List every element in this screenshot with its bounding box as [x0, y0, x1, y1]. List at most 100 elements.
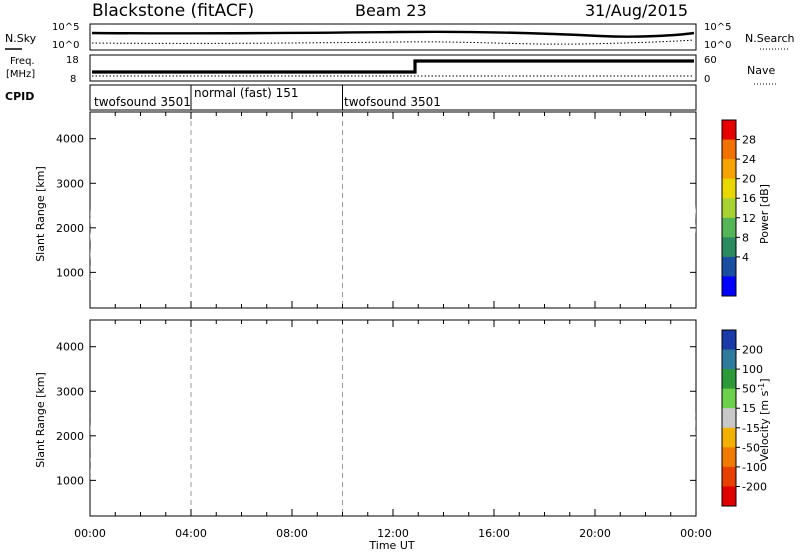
x-tick-label: 00:00 — [74, 527, 106, 540]
power-panel: 1000 2000 3000 4000 Slant Range [km] — [34, 111, 697, 309]
nsearch-trace — [91, 39, 695, 45]
echo-band — [90, 209, 191, 280]
colorbar-swatch — [722, 237, 736, 258]
velocity-colorbar-label-sup: -1 — [757, 383, 766, 391]
freq-unit-label: [MHz] — [6, 69, 35, 80]
nave-tick-low: 0 — [704, 74, 710, 85]
power-colorbar-label: Power [dB] — [758, 184, 771, 244]
colorbar-tick-label: 4 — [742, 251, 749, 264]
y-tick-label: 3000 — [56, 177, 84, 190]
colorbar-tick-label: -200 — [742, 480, 767, 493]
freq-tick-low: 8 — [70, 74, 76, 85]
noise-tick-left-high: 10^5 — [52, 22, 79, 33]
echo-band — [211, 238, 343, 294]
colorbar-swatch — [722, 408, 736, 429]
freq-trace — [92, 59, 694, 74]
y-tick-label: 4000 — [56, 341, 84, 354]
colorbar-swatch — [722, 466, 736, 487]
freq-strip: 18 8 60 0 — [66, 54, 717, 85]
colorbar-swatch — [722, 159, 736, 180]
x-tick-label: 04:00 — [175, 527, 207, 540]
y-tick-label: 2000 — [56, 222, 84, 235]
colorbar-swatch — [722, 178, 736, 199]
nave-label: Nave — [747, 64, 775, 77]
colorbar-tick-label: 200 — [742, 344, 763, 357]
echo-band — [367, 216, 419, 269]
colorbar-swatch — [722, 349, 736, 370]
colorbar-tick-label: 100 — [742, 363, 763, 376]
velocity-panel: 1000 2000 3000 4000 00:00 04:00 08:00 12:00 16:0… — [34, 319, 712, 552]
colorbar-tick-label: -15 — [742, 422, 760, 435]
power-axes: 1000 2000 3000 4000 — [56, 112, 697, 308]
colorbar-swatch — [722, 120, 736, 141]
x-tick-label: 16:00 — [478, 527, 510, 540]
colorbar-frame — [721, 329, 737, 507]
echo-band — [211, 448, 343, 500]
colorbar-tick-label: 16 — [742, 192, 756, 205]
colorbar-swatch — [722, 388, 736, 409]
velocity-colorbar-label-end: ] — [758, 378, 771, 382]
colorbar-swatch — [722, 486, 736, 507]
colorbar-swatch — [722, 139, 736, 160]
colorbar-swatch — [722, 256, 736, 277]
x-axis-label: Time UT — [368, 539, 414, 552]
nsearch-label: N.Search — [745, 32, 795, 45]
velocity-y-axis-label: Slant Range [km] — [34, 372, 47, 468]
power-y-axis-label: Slant Range [km] — [34, 166, 47, 262]
y-tick-label: 1000 — [56, 266, 84, 279]
nave-tick-high: 60 — [704, 55, 717, 66]
plot-title: Blackstone (fitACF) — [92, 1, 254, 21]
colorbar-frame — [721, 119, 737, 297]
colorbar-swatch — [722, 217, 736, 238]
colorbar-swatch — [722, 198, 736, 219]
colorbar-tick-label: 24 — [742, 153, 756, 166]
cpid-strip: twofsound 3501 normal (fast) 151 twofsou… — [89, 84, 697, 111]
noise-tick-right-low: 10^0 — [704, 40, 731, 51]
velocity-colorbar-label: Velocity [m s-1] — [757, 378, 771, 461]
y-tick-label: 3000 — [56, 385, 84, 398]
noise-tick-left-low: 10^0 — [52, 40, 79, 51]
colorbar-swatch — [722, 330, 736, 351]
echo-band — [90, 414, 191, 479]
colorbar-tick-label: 20 — [742, 173, 756, 186]
colorbar-swatch — [722, 276, 736, 297]
y-tick-label: 4000 — [56, 133, 84, 146]
colorbar-tick-label: 15 — [742, 402, 756, 415]
cpid-segment-label: normal (fast) 151 — [194, 86, 298, 100]
cpid-segment-label: twofsound 3501 — [94, 95, 191, 109]
colorbar-tick-label: -50 — [742, 441, 760, 454]
freq-frame — [89, 54, 697, 82]
cpid-label: CPID — [5, 90, 34, 103]
x-tick-label: 20:00 — [579, 527, 611, 540]
y-tick-label: 1000 — [56, 474, 84, 487]
colorbar-tick-label: 8 — [742, 231, 749, 244]
noise-frame — [89, 23, 697, 51]
freq-label: Freq. — [10, 56, 35, 67]
date-label: 31/Aug/2015 — [585, 1, 688, 20]
x-tick-label: 08:00 — [276, 527, 308, 540]
velocity-axes: 1000 2000 3000 4000 00:00 04:00 08:00 12:00 16:0… — [56, 320, 712, 540]
colorbar-swatch — [722, 369, 736, 390]
x-tick-label: 00:00 — [680, 527, 712, 540]
y-tick-label: 2000 — [56, 430, 84, 443]
cpid-segment-label: twofsound 3501 — [344, 95, 441, 109]
power-colorbar: 28 24 20 16 12 8 4 — [721, 119, 756, 297]
noise-tick-right-high: 10^5 — [704, 22, 731, 33]
freq-tick-high: 18 — [66, 55, 79, 66]
colorbar-tick-label: 28 — [742, 134, 756, 147]
velocity-colorbar: 200 100 50 15 -15 -50 -100 -200 — [721, 329, 767, 507]
x-tick-label: 12:00 — [377, 527, 409, 540]
noise-strip: 10^5 10^0 10^5 10^0 — [52, 22, 731, 51]
nsky-label: N.Sky — [5, 32, 37, 45]
colorbar-tick-label: 50 — [742, 383, 756, 396]
colorbar-tick-label: 12 — [742, 212, 756, 225]
colorbar-swatch — [722, 427, 736, 448]
echo-band — [418, 204, 696, 233]
colorbar-swatch — [722, 447, 736, 468]
echo-band — [418, 412, 696, 439]
beam-label: Beam 23 — [355, 1, 427, 20]
colorbar-tick-label: -100 — [742, 461, 767, 474]
velocity-colorbar-label-main: Velocity [m s — [758, 390, 771, 461]
nsky-trace — [91, 30, 695, 38]
